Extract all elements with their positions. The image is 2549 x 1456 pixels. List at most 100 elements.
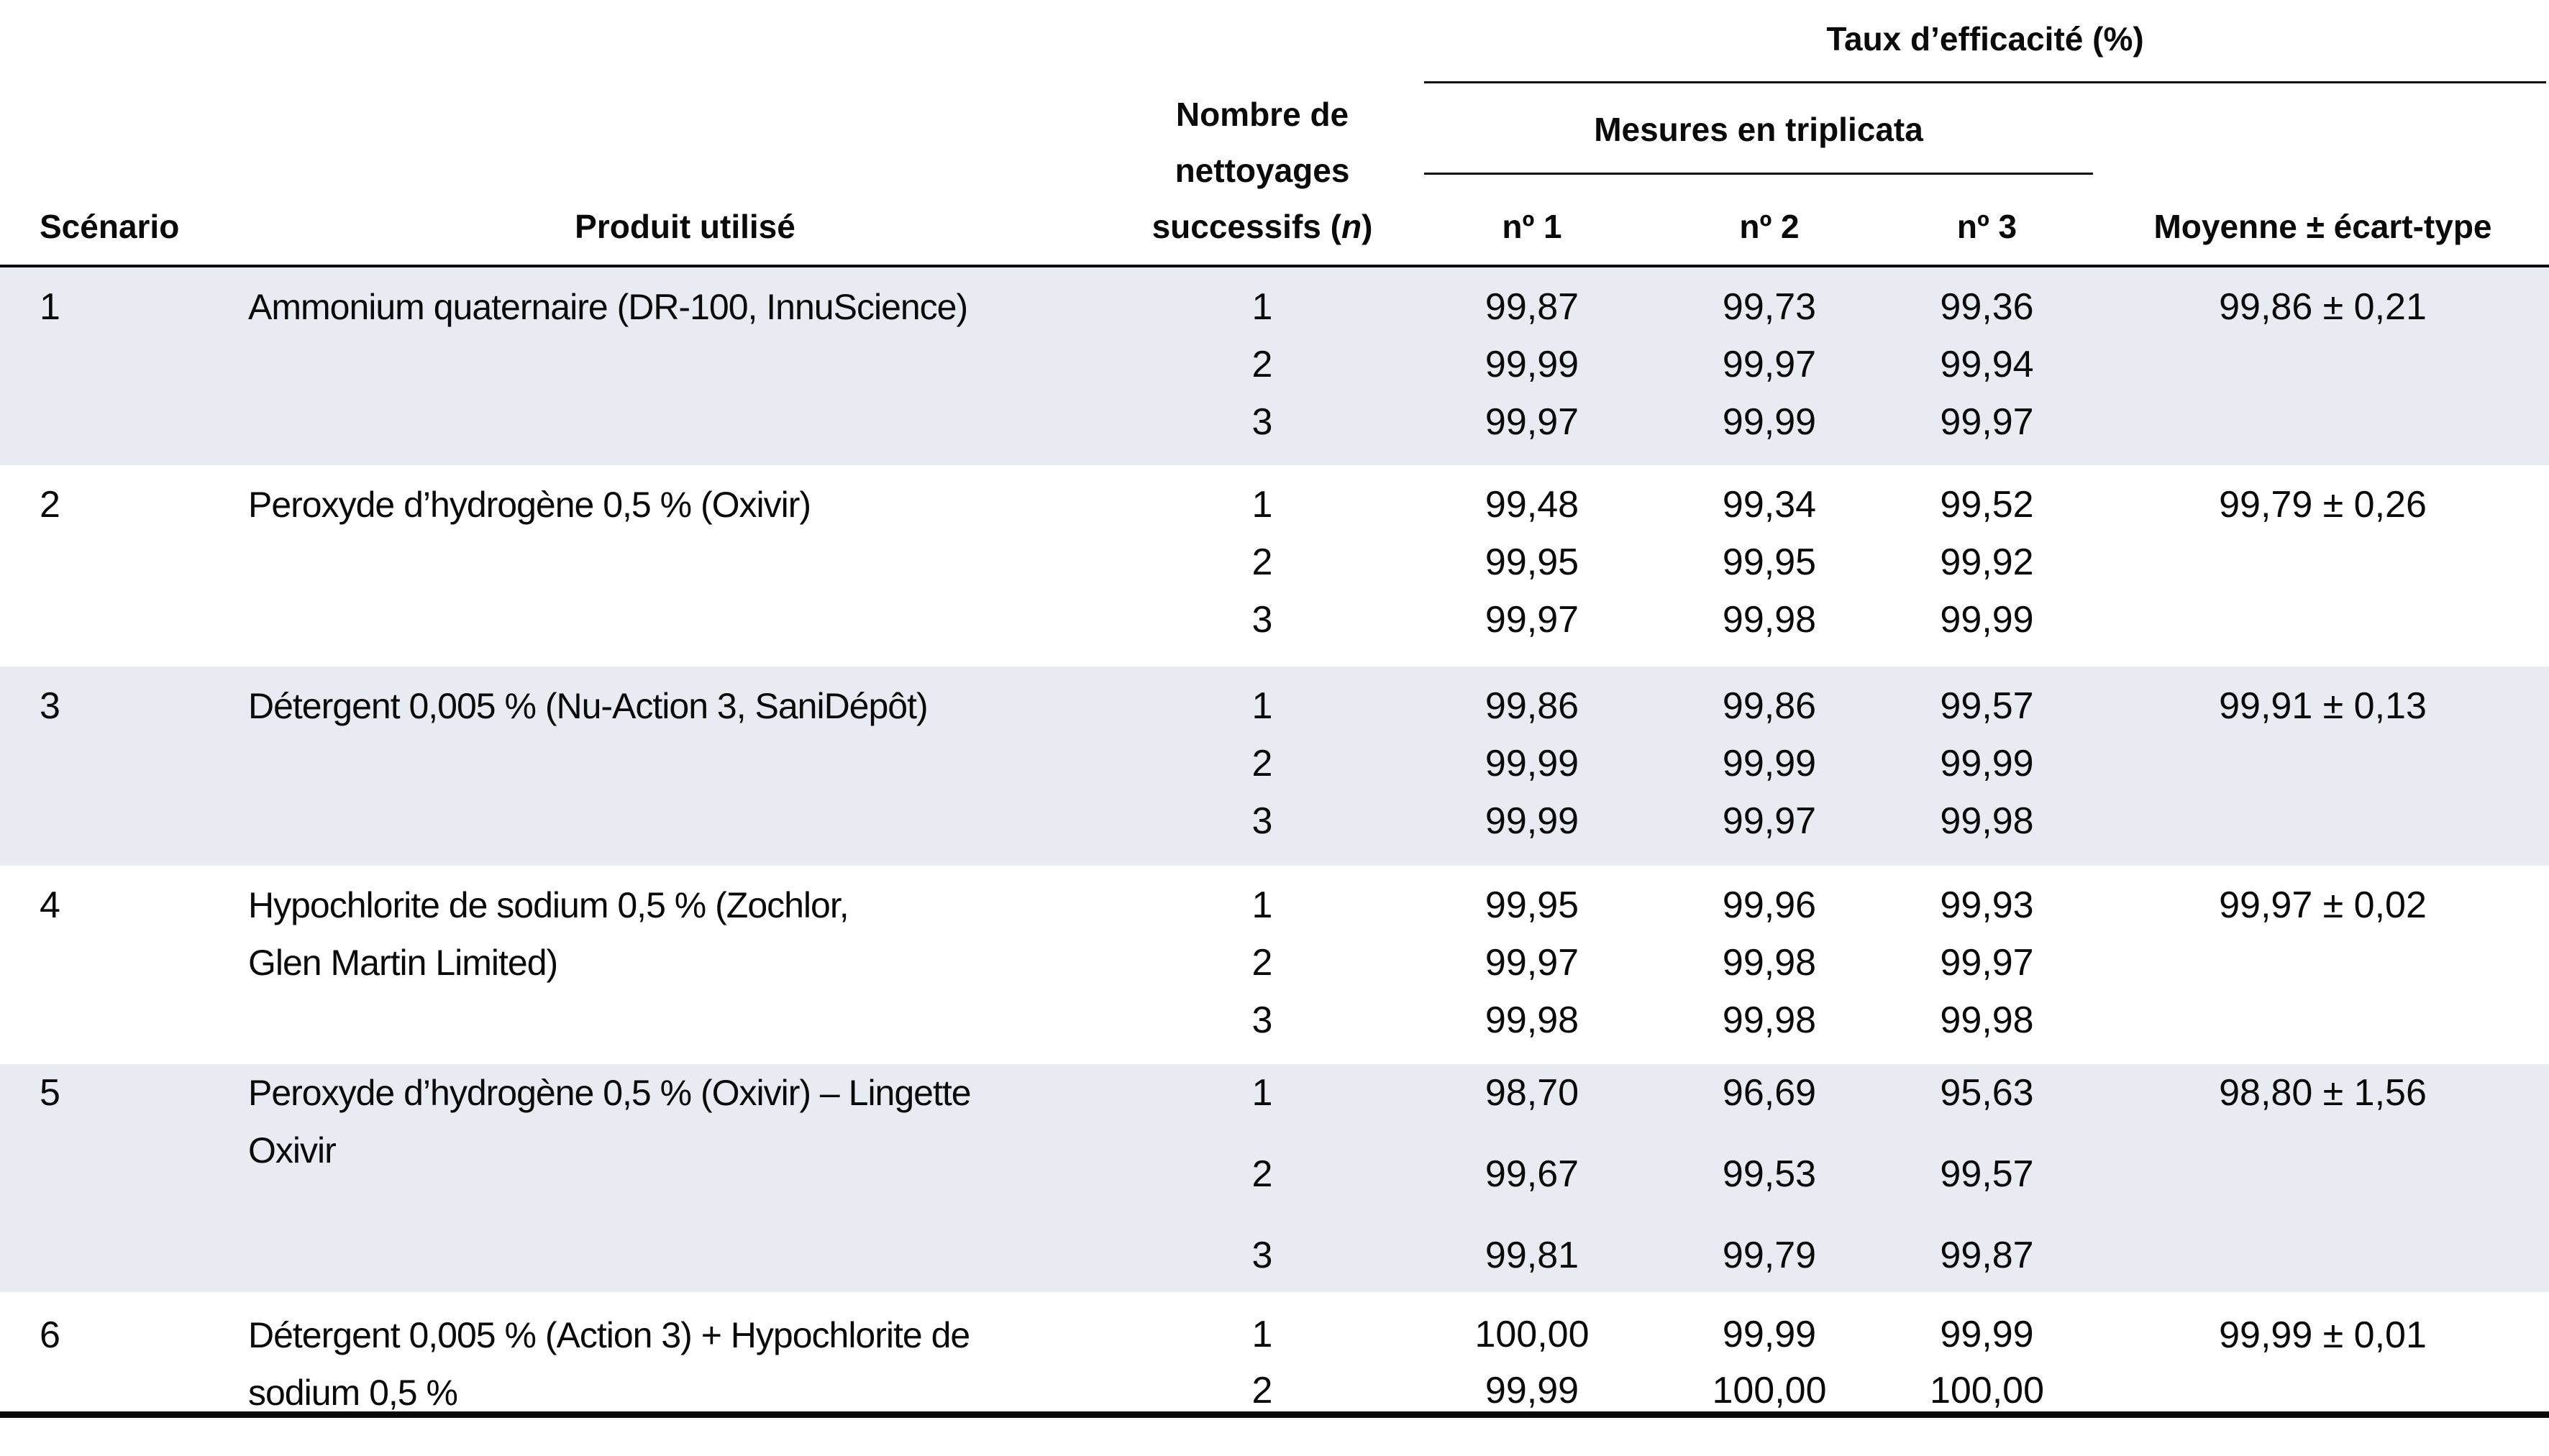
product-line: Peroxyde d’hydrogène 0,5 % (Oxivir) (248, 485, 811, 525)
measure2-cell: 99,73 99,97 99,99 (1661, 267, 1877, 465)
measure-value: 99,95 (1485, 884, 1579, 926)
measure-value: 99,99 (1940, 1314, 2034, 1355)
triplicate-group-rule (1424, 173, 2093, 175)
scenario-cell: 2 (40, 484, 60, 526)
cleanings-column-header: Nombre de nettoyages successifs (n) (1122, 86, 1403, 255)
measure-value: 99,95 (1722, 541, 1817, 583)
measure-value: 99,97 (1485, 401, 1579, 443)
measure2-cell: 99,96 99,98 99,98 (1661, 866, 1877, 1064)
cleanings-value: 1 (1251, 685, 1273, 727)
table-row-scenario-3: 3 Détergent 0,005 % (Nu-Action 3, SaniDé… (0, 667, 2549, 866)
mean-cell: 99,91 ± 0,13 (2219, 685, 2427, 727)
triplicate-group-header: Mesures en triplicata (1594, 111, 1923, 148)
product-cell: Ammonium quaternaire (DR-100, InnuScienc… (248, 267, 1122, 465)
measure-value: 99,86 (1485, 685, 1579, 727)
measure1-cell: 99,48 99,95 99,97 (1403, 465, 1661, 667)
product-line: sodium 0,5 % (248, 1373, 458, 1413)
cleanings-cell: 1 2 3 (1122, 866, 1403, 1064)
measure-value: 99,98 (1940, 800, 2034, 842)
product-cell: Détergent 0,005 % (Action 3) + Hypochlor… (248, 1292, 1122, 1421)
measure-value: 99,97 (1940, 942, 2034, 984)
measure-value: 99,99 (1485, 1370, 1579, 1411)
cleanings-value: 3 (1251, 999, 1273, 1041)
cleanings-value: 1 (1251, 286, 1273, 328)
product-column-header: Produit utilisé (575, 208, 795, 245)
measure-value: 99,98 (1485, 999, 1579, 1041)
measure-value: 99,34 (1722, 484, 1817, 526)
product-line: Détergent 0,005 % (Action 3) + Hypochlor… (248, 1315, 970, 1355)
cleanings-value: 2 (1251, 1153, 1273, 1195)
cleanings-value: 3 (1251, 1235, 1273, 1276)
measure-value: 99,87 (1940, 1235, 2034, 1276)
measure-value: 99,48 (1485, 484, 1579, 526)
measure-value: 99,86 (1722, 685, 1817, 727)
table-bottom-rule (0, 1411, 2549, 1418)
measure-value: 99,52 (1940, 484, 2034, 526)
measure-value: 99,98 (1722, 999, 1817, 1041)
measure-value: 96,69 (1722, 1072, 1817, 1114)
measure-value: 99,99 (1940, 599, 2034, 641)
measure1-cell: 99,95 99,97 99,98 (1403, 866, 1661, 1064)
scenario-cell: 6 (40, 1314, 60, 1356)
measure-value: 99,81 (1485, 1235, 1579, 1276)
product-line: Hypochlorite de sodium 0,5 % (Zochlor, (248, 885, 849, 925)
product-cell: Peroxyde d’hydrogène 0,5 % (Oxivir) – Li… (248, 1064, 1122, 1308)
cleanings-header-line2: nettoyages (1175, 152, 1350, 189)
measure-value: 99,93 (1940, 884, 2034, 926)
measure-value: 99,53 (1722, 1153, 1817, 1195)
cleanings-value: 2 (1251, 344, 1273, 385)
table-row-scenario-2: 2 Peroxyde d’hydrogène 0,5 % (Oxivir) 1 … (0, 465, 2549, 667)
measure1-cell: 99,86 99,99 99,99 (1403, 667, 1661, 866)
product-line: Ammonium quaternaire (DR-100, InnuScienc… (248, 287, 968, 327)
measure-value: 99,96 (1722, 884, 1817, 926)
measure-value: 99,98 (1722, 599, 1817, 641)
measure-value: 99,97 (1485, 942, 1579, 984)
measure-value: 100,00 (1474, 1314, 1590, 1355)
measure-value: 99,99 (1485, 800, 1579, 842)
mean-cell: 99,97 ± 0,02 (2219, 884, 2427, 926)
mean-column-header: Moyenne ± écart-type (2153, 208, 2492, 245)
cleanings-header-line3: successifs (n) (1152, 208, 1373, 245)
cleanings-value: 2 (1251, 541, 1273, 583)
measure-value: 99,97 (1940, 401, 2034, 443)
header-rule (0, 265, 2549, 267)
measure-value: 99,73 (1722, 286, 1817, 328)
measure-value: 99,79 (1722, 1235, 1817, 1276)
measure-value: 99,57 (1940, 685, 2034, 727)
product-line: Détergent 0,005 % (Nu-Action 3, SaniDépô… (248, 686, 929, 726)
measure-value: 99,97 (1485, 599, 1579, 641)
product-line: Oxivir (248, 1130, 337, 1171)
measure1-cell: 98,70 99,67 99,81 (1403, 1064, 1661, 1308)
measure3-cell: 99,99 100,00 (1877, 1292, 2097, 1421)
efficacy-group-header: Taux d’efficacité (%) (1826, 20, 2144, 58)
product-cell: Peroxyde d’hydrogène 0,5 % (Oxivir) (248, 465, 1122, 667)
measure-value: 99,95 (1485, 541, 1579, 583)
cleanings-value: 3 (1251, 599, 1273, 641)
measure2-column-header: nº 2 (1739, 208, 1800, 245)
measure3-cell: 99,36 99,94 99,97 (1877, 267, 2097, 465)
measure-value: 99,87 (1485, 286, 1579, 328)
cleanings-cell: 1 2 3 (1122, 267, 1403, 465)
cleanings-value: 3 (1251, 401, 1273, 443)
efficacy-group-rule (1424, 81, 2546, 83)
measure2-cell: 99,34 99,95 99,98 (1661, 465, 1877, 667)
mean-cell: 99,79 ± 0,26 (2219, 484, 2427, 526)
measure2-cell: 99,99 100,00 (1661, 1292, 1877, 1421)
cleanings-header-line1: Nombre de (1175, 96, 1349, 133)
measure-value: 100,00 (1712, 1370, 1827, 1411)
measure-value: 100,00 (1929, 1370, 2045, 1411)
cleanings-value: 1 (1251, 1314, 1273, 1355)
cleanings-value: 1 (1251, 484, 1273, 526)
measure-value: 98,70 (1485, 1072, 1579, 1114)
measure2-cell: 96,69 99,53 99,79 (1661, 1064, 1877, 1308)
cleanings-value: 2 (1251, 743, 1273, 784)
cleanings-cell: 1 2 3 (1122, 667, 1403, 866)
table-row-scenario-6: 6 Détergent 0,005 % (Action 3) + Hypochl… (0, 1292, 2549, 1413)
measure3-column-header: nº 3 (1956, 208, 2017, 245)
measure-value: 99,99 (1722, 743, 1817, 784)
measure-value: 99,99 (1485, 344, 1579, 385)
product-cell: Hypochlorite de sodium 0,5 % (Zochlor, G… (248, 866, 1122, 1064)
scenario-cell: 3 (40, 685, 60, 727)
table-row-scenario-5: 5 Peroxyde d’hydrogène 0,5 % (Oxivir) – … (0, 1064, 2549, 1292)
measure3-cell: 99,57 99,99 99,98 (1877, 667, 2097, 866)
